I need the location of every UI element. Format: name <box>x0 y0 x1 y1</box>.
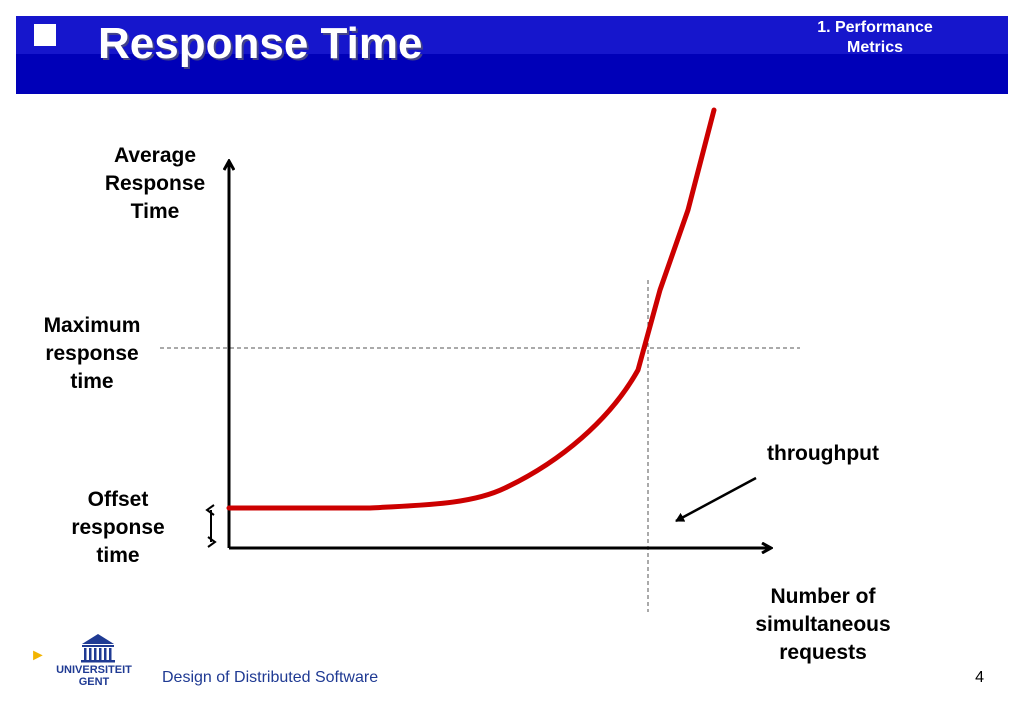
footer-course-title: Design of Distributed Software <box>162 669 379 686</box>
university-logo-icon <box>81 634 115 663</box>
throughput-label: throughput <box>767 442 879 465</box>
x-axis-label-line: simultaneous <box>755 613 891 636</box>
y-axis-label-line: Response <box>104 172 206 195</box>
slide-title: Response Time <box>98 19 423 68</box>
slide-header <box>16 16 1008 94</box>
section-label-line-1: 1. Performance <box>817 19 933 36</box>
max-response-label: Maximum response time <box>26 312 158 396</box>
y-axis-label-line: Time <box>130 200 180 223</box>
offset-label-line: Offset <box>87 488 149 511</box>
y-axis-label-line: Average <box>113 144 197 167</box>
page-number: 4 <box>975 669 984 686</box>
offset-label-line: response <box>71 516 165 539</box>
y-axis-label: Average Response Time <box>90 142 220 226</box>
x-axis-label-line: Number of <box>770 585 876 608</box>
max-response-label-line: time <box>70 370 114 393</box>
x-axis-label-line: requests <box>779 641 867 664</box>
offset-response-label: Offset response time <box>56 486 180 570</box>
logo-line-2: GENT <box>78 676 110 688</box>
throughput-pointer-arrow <box>675 476 757 523</box>
section-label-line-2: Metrics <box>846 39 904 56</box>
response-time-curve <box>226 107 717 511</box>
section-label: 1. Performance Metrics <box>790 18 960 58</box>
logo-line-1: UNIVERSITEIT <box>56 664 132 676</box>
square-bullet-icon <box>34 24 56 46</box>
university-logo-text: UNIVERSITEIT GENT <box>44 664 144 688</box>
max-response-label-line: Maximum <box>43 314 141 337</box>
max-response-label-line: response <box>45 342 139 365</box>
footer-triangle-icon: ► <box>30 647 46 664</box>
offset-label-line: time <box>96 544 140 567</box>
x-axis-label: Number of simultaneous requests <box>728 583 918 667</box>
